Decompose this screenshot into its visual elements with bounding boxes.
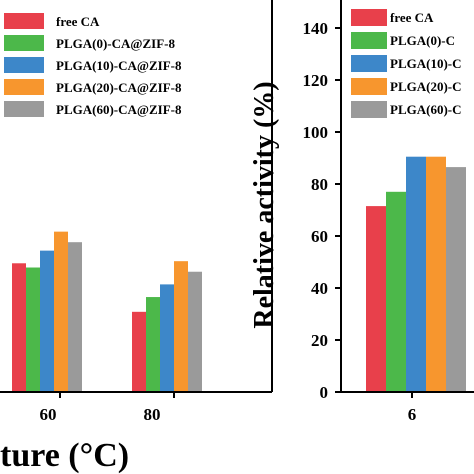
- legend-label: PLGA(60)-C: [390, 102, 462, 117]
- right-y-ticks: 0 20 40 60 80 100 120 140: [303, 19, 341, 402]
- y-tick-label: 60: [311, 227, 328, 246]
- bar-free-ca-60: [12, 263, 26, 392]
- left-x-tick-label: 80: [144, 405, 161, 424]
- bar-free-ca-80: [132, 311, 146, 392]
- y-tick-label: 80: [311, 175, 328, 194]
- bar-plga-60-ca-zif-8-60: [68, 242, 82, 392]
- right-x-tick-label: 6: [408, 405, 417, 424]
- legend-label: PLGA(0)-C: [390, 33, 455, 48]
- bar-plga-0-ca-zif-8-80: [146, 297, 160, 392]
- legend-label: PLGA(20)-CA@ZIF-8: [56, 80, 182, 95]
- legend-label: free CA: [56, 14, 100, 29]
- bar-plga-10-ca-zif-8-60: [40, 250, 54, 392]
- bar-plga-20-ca-zif-8-60: [54, 231, 68, 392]
- right-panel: Relative activity (%) 0 20 40 60 80 100 120 140…: [249, 0, 474, 424]
- legend-swatch: [4, 13, 44, 29]
- y-tick-label: 0: [320, 383, 329, 402]
- bar-plga-10-c-6: [406, 156, 426, 392]
- legend-label: PLGA(60)-CA@ZIF-8: [56, 102, 182, 117]
- right-bars: [366, 156, 466, 392]
- bar-plga-60-ca-zif-8-80: [188, 271, 202, 392]
- legend-swatch: [4, 79, 44, 95]
- legend-swatch: [351, 32, 387, 49]
- legend-label: PLGA(0)-CA@ZIF-8: [56, 36, 175, 51]
- left-bars: [12, 231, 202, 392]
- legend-label: PLGA(10)-CA@ZIF-8: [56, 58, 182, 73]
- y-tick-label: 40: [311, 279, 328, 298]
- legend-label: PLGA(10)-C: [390, 56, 462, 71]
- bar-plga-20-ca-zif-8-80: [174, 261, 188, 392]
- legend-swatch: [351, 101, 387, 118]
- left-panel: 60 80 ture (°C) free CA PLGA(0)-CA@ZIF-8…: [0, 0, 273, 474]
- bar-plga-10-ca-zif-8-80: [160, 284, 174, 392]
- legend-swatch: [4, 101, 44, 117]
- legend-label: free CA: [390, 10, 434, 25]
- left-legend: free CA PLGA(0)-CA@ZIF-8 PLGA(10)-CA@ZIF…: [4, 13, 182, 117]
- legend-swatch: [351, 78, 387, 95]
- legend-swatch: [4, 57, 44, 73]
- bar-plga-0-c-6: [386, 191, 406, 392]
- right-y-axis-title: Relative activity (%): [249, 81, 280, 328]
- y-tick-label: 120: [303, 71, 329, 90]
- y-tick-label: 140: [303, 19, 329, 38]
- y-tick-label: 20: [311, 331, 328, 350]
- bar-plga-20-c-6: [426, 156, 446, 392]
- y-tick-label: 100: [303, 123, 329, 142]
- legend-swatch: [351, 55, 387, 72]
- bar-plga-60-c-6: [446, 167, 466, 392]
- bar-free-ca-6: [366, 206, 386, 392]
- left-x-tick-label: 60: [40, 405, 57, 424]
- legend-label: PLGA(20)-C: [390, 79, 462, 94]
- bar-plga-0-ca-zif-8-60: [26, 267, 40, 392]
- left-x-axis-title: ture (°C): [0, 437, 129, 474]
- right-legend: free CA PLGA(0)-C PLGA(10)-C PLGA(20)-C …: [351, 9, 462, 118]
- legend-swatch: [4, 35, 44, 51]
- legend-swatch: [351, 9, 387, 26]
